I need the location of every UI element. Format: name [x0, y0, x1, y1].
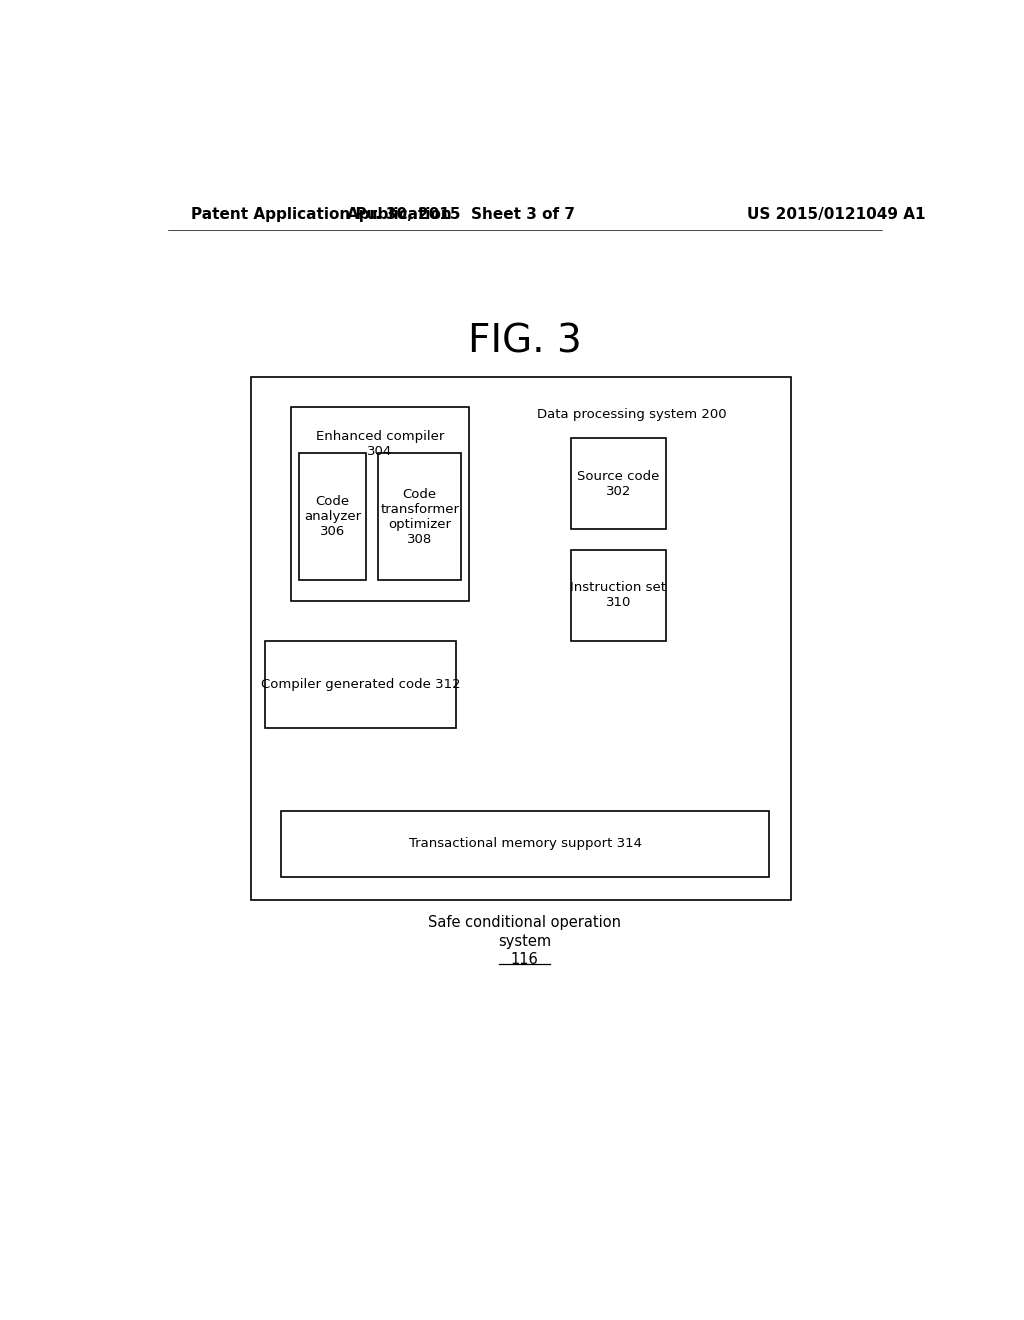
- FancyBboxPatch shape: [570, 549, 666, 642]
- FancyBboxPatch shape: [299, 453, 367, 581]
- Text: Transactional memory support 314: Transactional memory support 314: [409, 837, 642, 850]
- FancyBboxPatch shape: [378, 453, 461, 581]
- Text: system: system: [499, 933, 551, 949]
- Text: FIG. 3: FIG. 3: [468, 322, 582, 360]
- Text: Source code
302: Source code 302: [578, 470, 659, 498]
- Text: Data processing system 200: Data processing system 200: [538, 408, 727, 421]
- Text: Instruction set
310: Instruction set 310: [570, 581, 667, 610]
- FancyBboxPatch shape: [291, 408, 469, 601]
- Text: Safe conditional operation: Safe conditional operation: [428, 915, 622, 931]
- Text: Enhanced compiler
304: Enhanced compiler 304: [315, 430, 444, 458]
- Text: Code
transformer
optimizer
308: Code transformer optimizer 308: [380, 487, 459, 545]
- Text: Code
analyzer
306: Code analyzer 306: [304, 495, 360, 539]
- FancyBboxPatch shape: [251, 378, 791, 900]
- Text: Patent Application Publication: Patent Application Publication: [191, 207, 453, 222]
- Text: Apr. 30, 2015  Sheet 3 of 7: Apr. 30, 2015 Sheet 3 of 7: [347, 207, 575, 222]
- FancyBboxPatch shape: [570, 438, 666, 529]
- Text: Compiler generated code 312: Compiler generated code 312: [261, 678, 461, 690]
- FancyBboxPatch shape: [282, 810, 769, 876]
- Text: 116: 116: [511, 952, 539, 966]
- Text: US 2015/0121049 A1: US 2015/0121049 A1: [748, 207, 926, 222]
- FancyBboxPatch shape: [265, 642, 456, 727]
